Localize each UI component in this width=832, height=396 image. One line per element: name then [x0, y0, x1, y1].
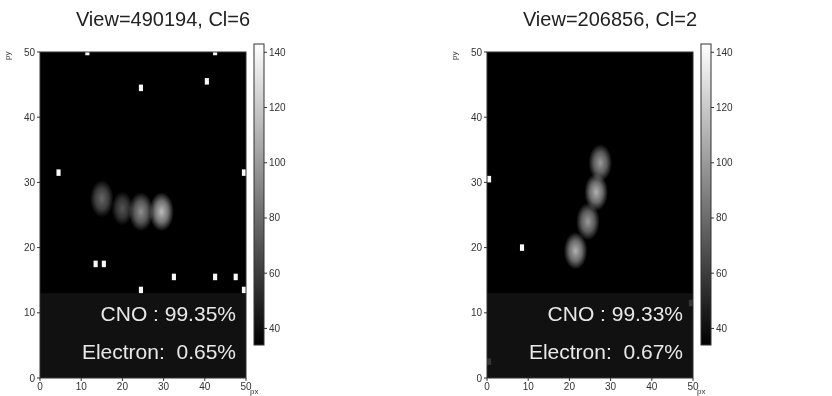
panel: View=490194, Cl=6 CNO : 99.35% Electron: 0… [3, 8, 286, 396]
colorbar-tick-label: 140 [269, 47, 286, 58]
y-tick [37, 247, 40, 248]
x-tick-label: 40 [199, 381, 211, 392]
panel-title: View=490194, Cl=6 [76, 8, 250, 30]
hot-pixel [94, 261, 98, 268]
hot-pixel [213, 274, 217, 281]
hot-pixel [234, 274, 238, 281]
colorbar-tick-label: 40 [716, 323, 728, 334]
y-tick-label: 10 [471, 307, 483, 318]
x-tick-label: 10 [76, 381, 88, 392]
plot-frame [40, 52, 246, 378]
y-tick [484, 52, 487, 53]
y-tick-label: 0 [476, 373, 482, 384]
hot-pixel [172, 274, 176, 281]
x-tick-label: 10 [523, 381, 535, 392]
colorbar-tick [711, 328, 714, 329]
y-tick-label: 10 [24, 307, 36, 318]
y-tick-label: 40 [24, 112, 36, 123]
spot [90, 180, 114, 217]
annotation-box [487, 293, 693, 378]
colorbar-tick-label: 80 [269, 212, 281, 223]
y-tick-label: 40 [471, 112, 483, 123]
panel-title: View=206856, Cl=2 [523, 8, 697, 30]
colorbar-tick-label: 40 [269, 323, 281, 334]
y-tick-label: 0 [29, 373, 35, 384]
hot-pixel [487, 176, 491, 183]
hot-pixel [139, 287, 143, 294]
y-tick [37, 52, 40, 53]
colorbar-tick [264, 217, 267, 218]
spot [589, 144, 613, 181]
hot-pixel [520, 244, 524, 251]
annotation: Electron: 0.65% [82, 340, 236, 363]
y-tick-label: 20 [471, 242, 483, 253]
y-tick [37, 312, 40, 313]
y-tick [37, 378, 40, 379]
hot-pixel [205, 78, 209, 85]
x-tick-label: 40 [646, 381, 658, 392]
colorbar [254, 44, 264, 345]
colorbar-tick [711, 273, 714, 274]
plot-background [487, 52, 693, 378]
hot-pixel [102, 261, 106, 268]
colorbar-tick-label: 140 [716, 47, 733, 58]
y-tick [484, 378, 487, 379]
x-tick-label: 0 [37, 381, 43, 392]
y-tick-label: 50 [471, 47, 483, 58]
spot [149, 192, 174, 231]
colorbar-tick-label: 60 [716, 268, 728, 279]
x-axis-title: px [250, 387, 258, 396]
colorbar-tick [264, 107, 267, 108]
y-axis-title: py [3, 52, 12, 60]
annotation: Electron: 0.67% [529, 340, 683, 363]
y-tick-label: 20 [24, 242, 36, 253]
plot-frame [487, 52, 693, 378]
x-tick-label: 20 [564, 381, 576, 392]
y-tick [484, 247, 487, 248]
colorbar-tick [711, 107, 714, 108]
y-tick-label: 30 [24, 177, 36, 188]
colorbar-tick [264, 52, 267, 53]
y-tick [484, 312, 487, 313]
x-tick-label: 0 [484, 381, 490, 392]
x-tick-label: 20 [117, 381, 129, 392]
hot-pixel [139, 85, 143, 92]
hot-pixel [242, 169, 246, 176]
panel: View=206856, Cl=2 CNO : 99.33% Electron: 0… [450, 8, 733, 396]
x-tick-label: 30 [605, 381, 617, 392]
x-axis-title: px [697, 387, 705, 396]
y-axis-title: py [450, 52, 459, 60]
annotation: CNO : 99.33% [548, 302, 683, 325]
marks [56, 52, 246, 293]
y-tick [37, 182, 40, 183]
colorbar-tick [264, 162, 267, 163]
colorbar-tick-label: 60 [269, 268, 281, 279]
colorbar-tick-label: 100 [716, 157, 733, 168]
y-tick-label: 30 [471, 177, 483, 188]
colorbar-tick-label: 120 [716, 102, 733, 113]
colorbar-tick [264, 328, 267, 329]
colorbar-tick [711, 52, 714, 53]
hot-pixel [56, 169, 60, 176]
colorbar [701, 44, 711, 345]
hot-pixel [242, 287, 246, 294]
annotation: CNO : 99.35% [101, 302, 236, 325]
x-tick-label: 30 [158, 381, 170, 392]
colorbar-tick-label: 120 [269, 102, 286, 113]
annotation-box [40, 293, 246, 378]
y-tick-label: 50 [24, 47, 36, 58]
colorbar-tick-label: 100 [269, 157, 286, 168]
y-tick [484, 182, 487, 183]
colorbar-tick [711, 162, 714, 163]
y-tick [484, 117, 487, 118]
plot-background [40, 52, 246, 378]
y-tick [37, 117, 40, 118]
colorbar-tick-label: 80 [716, 212, 728, 223]
colorbar-tick [711, 217, 714, 218]
colorbar-tick [264, 273, 267, 274]
